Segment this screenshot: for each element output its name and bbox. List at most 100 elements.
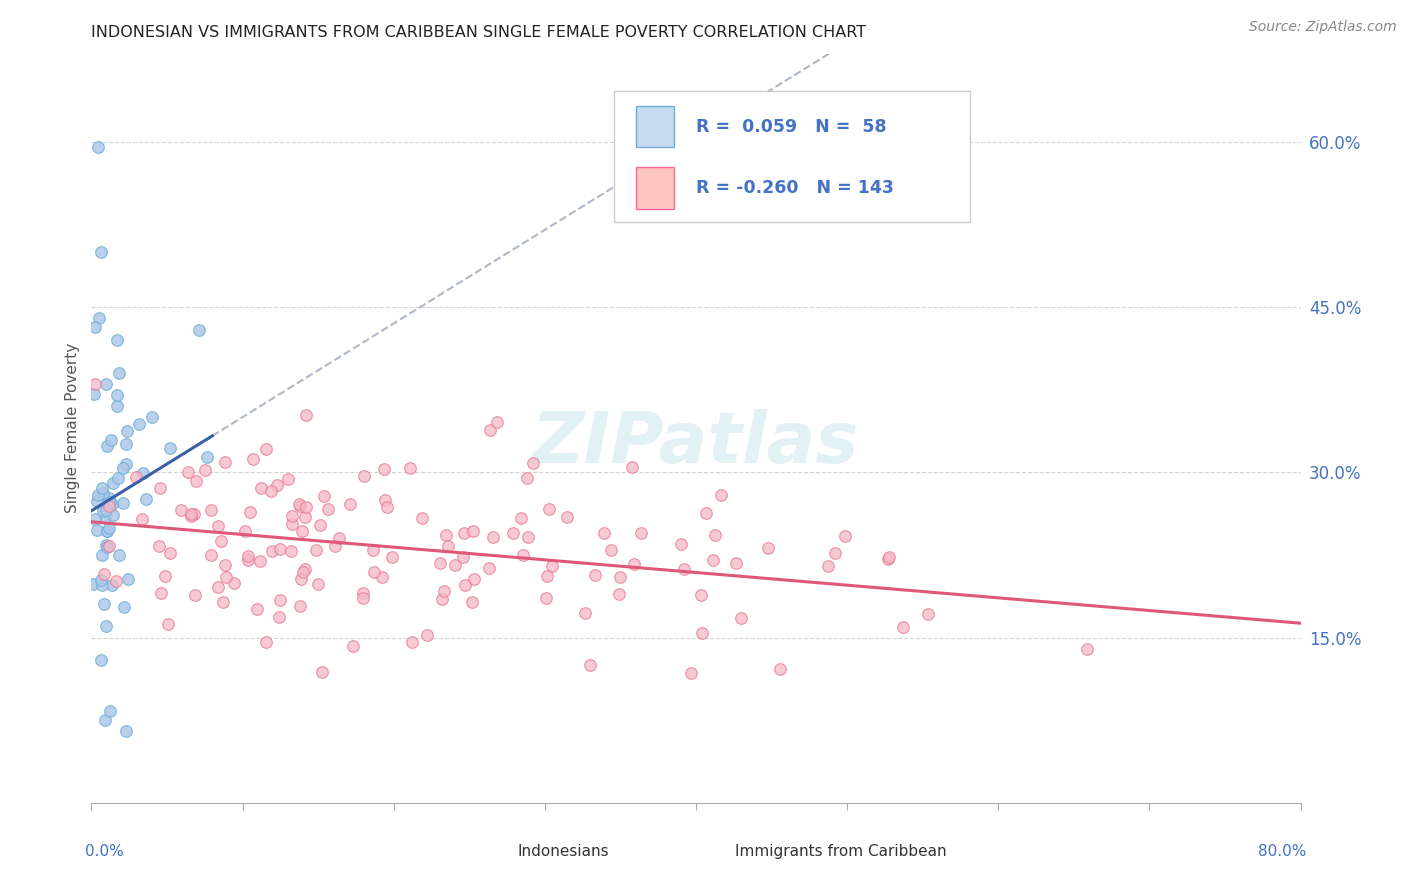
Point — [609, 570, 631, 584]
Point — [502, 525, 524, 540]
Point — [107, 548, 129, 562]
Point — [485, 415, 508, 429]
Point — [541, 559, 564, 574]
Point — [352, 591, 374, 606]
Point — [224, 576, 246, 591]
Point — [824, 546, 846, 560]
Point — [536, 591, 558, 606]
Point — [437, 540, 460, 554]
Point — [443, 558, 465, 572]
Point — [233, 524, 256, 538]
Bar — [696, 838, 725, 866]
Point — [91, 485, 114, 500]
Point — [769, 663, 792, 677]
Point — [183, 507, 205, 521]
Point — [215, 569, 238, 583]
Point — [436, 528, 458, 542]
Point — [101, 578, 124, 592]
Point — [536, 569, 558, 583]
Point — [260, 483, 283, 498]
Point — [461, 594, 484, 608]
Point — [82, 577, 104, 591]
Point — [280, 517, 302, 532]
Point — [96, 524, 118, 538]
Point — [309, 518, 332, 533]
Point — [291, 565, 314, 579]
Point — [600, 542, 623, 557]
Point — [83, 319, 105, 334]
Y-axis label: Single Female Poverty: Single Female Poverty — [65, 343, 80, 513]
Point — [115, 436, 138, 450]
Point — [246, 602, 269, 616]
Point — [516, 530, 538, 544]
Point — [212, 595, 235, 609]
Point — [135, 492, 157, 507]
Point — [115, 457, 138, 471]
Point — [433, 584, 456, 599]
Point — [207, 519, 229, 533]
Point — [141, 410, 163, 425]
Point — [238, 549, 260, 563]
Point — [312, 490, 335, 504]
Bar — [478, 838, 509, 866]
Point — [93, 567, 115, 582]
Point — [342, 639, 364, 653]
Point — [555, 509, 578, 524]
Point — [522, 457, 544, 471]
Point — [207, 581, 229, 595]
Text: Immigrants from Caribbean: Immigrants from Caribbean — [735, 844, 946, 859]
Point — [288, 499, 311, 513]
Text: R = -0.260   N = 143: R = -0.260 N = 143 — [696, 179, 894, 197]
Point — [111, 461, 134, 475]
Point — [94, 713, 117, 727]
Point — [574, 606, 596, 620]
Point — [287, 497, 309, 511]
Point — [87, 140, 110, 154]
Point — [416, 627, 439, 641]
Text: R =  0.059   N =  58: R = 0.059 N = 58 — [696, 118, 887, 136]
Point — [156, 617, 179, 632]
Point — [84, 377, 107, 392]
Point — [288, 599, 311, 614]
Point — [105, 399, 128, 413]
Text: Indonesians: Indonesians — [517, 844, 609, 859]
Point — [98, 521, 121, 535]
Point — [672, 562, 695, 576]
Point — [150, 586, 173, 600]
Point — [411, 511, 433, 525]
Point — [83, 512, 105, 526]
Point — [401, 635, 423, 649]
Point — [94, 619, 117, 633]
Point — [105, 388, 128, 402]
Bar — [636, 168, 675, 209]
Point — [593, 526, 616, 541]
Point — [702, 553, 724, 567]
Point — [461, 524, 484, 538]
Point — [115, 724, 138, 739]
Point — [159, 546, 181, 560]
Point — [281, 509, 304, 524]
Point — [374, 492, 396, 507]
Point — [132, 466, 155, 480]
Point — [352, 586, 374, 600]
Point — [195, 450, 218, 465]
Bar — [636, 106, 675, 147]
Point — [454, 577, 477, 591]
Point — [94, 502, 117, 516]
Point — [695, 507, 717, 521]
Point — [111, 496, 134, 510]
Point — [87, 488, 110, 502]
Point — [96, 377, 118, 392]
Point — [148, 539, 170, 553]
Point — [579, 657, 602, 672]
Point — [98, 704, 121, 718]
Point — [117, 572, 139, 586]
Point — [180, 509, 202, 524]
Point — [877, 549, 900, 564]
Point — [623, 557, 645, 571]
Point — [269, 610, 291, 624]
Point — [361, 542, 384, 557]
Point — [89, 310, 111, 325]
Point — [101, 497, 124, 511]
Point — [463, 572, 485, 586]
